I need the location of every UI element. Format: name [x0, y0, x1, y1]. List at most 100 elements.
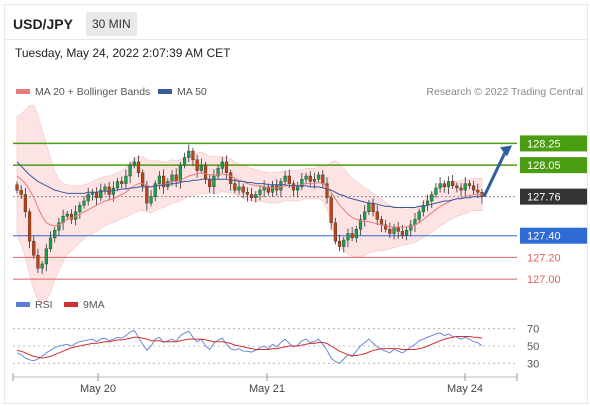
rsi-line	[16, 329, 483, 364]
candle-body	[304, 175, 308, 180]
candle-body	[36, 255, 40, 269]
rsi-legend-label: RSI	[35, 299, 53, 311]
candle-body	[120, 181, 124, 184]
candle-body	[174, 174, 178, 182]
timestamp: Tuesday, May 24, 2022 2:07:39 AM CET	[15, 46, 231, 60]
candle-body	[27, 211, 32, 242]
candle-body	[371, 202, 375, 213]
axis-label-may-20: May 20	[80, 383, 116, 395]
candle-body	[132, 161, 136, 166]
candle-body	[115, 181, 120, 189]
rsi-tick-30: 30	[527, 358, 539, 370]
candle-body	[321, 174, 325, 184]
candle-body	[312, 179, 317, 182]
ma20-legend-label: MA 20 + Bollinger Bands	[35, 86, 150, 98]
level-label-bg-127-40	[520, 227, 587, 244]
ma50-line	[16, 161, 482, 208]
candle-body	[145, 185, 149, 204]
candle-body	[40, 263, 44, 269]
candle-body	[354, 228, 358, 239]
candle-body	[245, 192, 250, 195]
candle-body	[291, 183, 296, 191]
candle-body	[384, 224, 388, 230]
candle-body	[329, 197, 333, 223]
candle-body	[417, 211, 421, 220]
level-label-128-05: 128.05	[527, 160, 561, 172]
candle-body	[438, 183, 442, 189]
candle-body	[317, 174, 321, 180]
candle-body	[220, 161, 224, 169]
candle-body	[216, 168, 220, 177]
candle-body	[476, 189, 480, 193]
candle-body	[99, 189, 103, 198]
rsi-tick-70: 70	[527, 324, 539, 336]
candle-body	[187, 150, 191, 158]
candle-body	[65, 213, 69, 217]
candle-body	[170, 174, 174, 182]
candle-body	[463, 183, 467, 191]
candle-body	[111, 187, 115, 195]
rsi-legend-swatch	[16, 302, 30, 307]
ma20-line	[16, 172, 482, 228]
candle-body	[237, 186, 241, 191]
candle-body	[182, 157, 187, 166]
candle-body	[224, 161, 229, 173]
candle-body	[375, 211, 379, 220]
level-label-127-76: 127.76	[527, 192, 561, 204]
candle-body	[421, 205, 425, 213]
candle-body	[346, 233, 350, 241]
candle-body	[249, 194, 254, 198]
widget-frame	[4, 4, 588, 404]
candle-body	[128, 164, 132, 177]
candle-body	[430, 194, 434, 202]
candle-body	[400, 231, 405, 236]
ma20-legend-swatch	[16, 89, 30, 94]
candle-body	[459, 187, 463, 191]
candle-body	[153, 183, 157, 197]
candle-body	[308, 175, 312, 182]
candle-body	[15, 184, 19, 191]
target-arrow-head	[500, 145, 512, 157]
candle-body	[363, 211, 367, 220]
candle-body	[467, 183, 472, 186]
candle-body	[396, 226, 400, 232]
candle-body	[337, 240, 342, 247]
candle-body	[342, 239, 346, 247]
candle-body	[296, 186, 300, 191]
candle-body	[199, 164, 203, 171]
credit-text: Research © 2022 Trading Central	[426, 86, 583, 98]
level-label-127-00: 127.00	[527, 274, 561, 286]
candle-body	[191, 150, 195, 160]
candle-body	[141, 172, 145, 186]
candle-body	[279, 181, 283, 191]
currency-pair-title: USD/JPY	[13, 16, 73, 32]
level-label-127-40: 127.40	[527, 231, 561, 243]
candle-body	[270, 185, 275, 193]
candle-body	[455, 185, 459, 189]
candle-body	[472, 185, 476, 191]
candle-body	[350, 233, 354, 239]
candle-body	[195, 159, 199, 171]
rsi-tick-50: 50	[527, 341, 539, 353]
candle-body	[82, 200, 86, 206]
candle-body	[379, 219, 384, 226]
candle-body	[162, 175, 166, 188]
candle-body	[451, 181, 455, 186]
candle-body	[57, 222, 61, 231]
candle-body	[149, 196, 153, 204]
candle-body	[358, 219, 363, 230]
candle-body	[229, 172, 233, 184]
header-bar: USD/JPY 30 MIN	[4, 4, 588, 40]
timeframe-button[interactable]: 30 MIN	[86, 12, 137, 36]
time-axis: May 20 May 21 May 24	[12, 373, 518, 395]
bollinger-band	[16, 105, 483, 304]
candle-body	[325, 183, 329, 198]
candle-body	[23, 194, 27, 213]
candle-body	[442, 183, 446, 188]
candle-body	[287, 175, 291, 184]
level-label-127-20: 127.20	[527, 252, 561, 264]
candle-body	[388, 228, 392, 234]
candle-body	[136, 161, 141, 173]
candle-body	[212, 175, 216, 188]
candle-body	[124, 175, 128, 184]
